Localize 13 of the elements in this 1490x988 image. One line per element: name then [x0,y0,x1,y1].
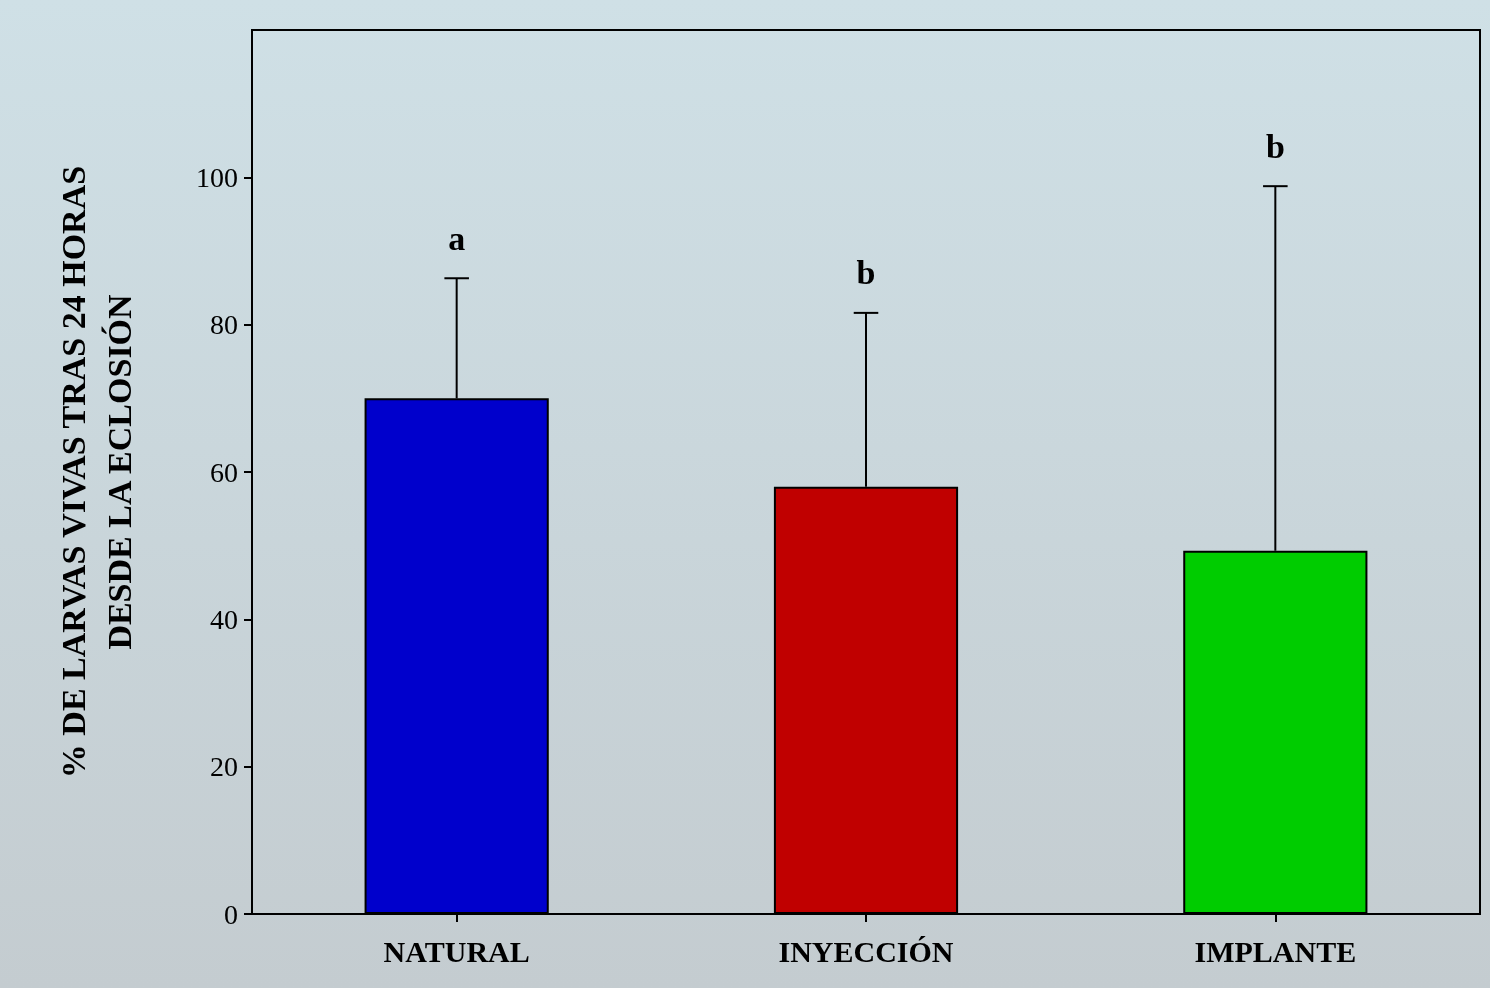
y-tick-label: 100 [196,161,238,193]
x-tick-label: NATURAL [383,934,530,968]
x-tick-label: INYECCIÓN [778,934,954,968]
annotation: b [1265,127,1285,165]
y-tick-label: 80 [210,309,238,341]
annotation: a [448,219,466,257]
y-tick-label: 60 [210,456,238,488]
x-tick-label: IMPLANTE [1194,934,1357,968]
y-tick-label: 40 [210,603,238,635]
y-axis-title: % DE LARVAS VIVAS TRAS 24 HORAS DESDE LA ECLOSIÓN [54,165,138,779]
y-tick-label: 20 [210,751,238,783]
annotation: b [856,254,876,292]
y-tick-label: 0 [224,898,238,930]
